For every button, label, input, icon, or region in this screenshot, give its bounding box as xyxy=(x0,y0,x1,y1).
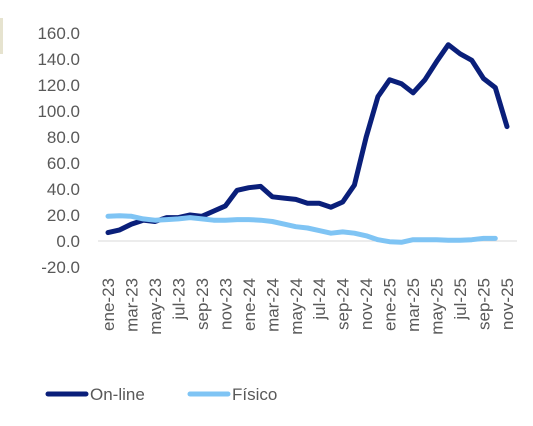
x-tick-label: jul-23 xyxy=(169,278,188,321)
x-tick-label: jul-25 xyxy=(451,278,470,321)
y-tick-label: 60.0 xyxy=(47,154,80,173)
y-tick-label: 120.0 xyxy=(37,76,80,95)
x-tick-label: jul-24 xyxy=(310,278,329,321)
x-tick-label: mar-25 xyxy=(404,278,423,332)
y-tick-label: 80.0 xyxy=(47,128,80,147)
x-tick-label: may-23 xyxy=(146,278,165,335)
x-tick-label: mar-23 xyxy=(122,278,141,332)
x-tick-label: sep-25 xyxy=(475,278,494,330)
x-axis-tick-labels: ene-23 mar-23 may-23 jul-23 sep-23 nov-23 ene-… xyxy=(99,278,517,335)
y-tick-label: 160.0 xyxy=(37,24,80,43)
y-tick-label: 20.0 xyxy=(47,206,80,225)
x-tick-label: sep-23 xyxy=(193,278,212,330)
legend-label: Físico xyxy=(232,385,277,404)
x-tick-label: mar-24 xyxy=(263,278,282,332)
x-tick-label: sep-24 xyxy=(334,278,353,330)
y-axis: 160.0 140.0 120.0 100.0 80.0 60.0 40.0 20.0 0.0 -… xyxy=(37,24,80,277)
x-tick-label: ene-23 xyxy=(99,278,118,331)
x-tick-label: ene-24 xyxy=(240,278,259,331)
chart-corner-mark xyxy=(0,18,3,54)
x-tick-label: nov-25 xyxy=(498,278,517,330)
x-tick-label: nov-23 xyxy=(216,278,235,330)
series-line-online xyxy=(105,42,510,236)
legend: On-line Físico xyxy=(45,385,277,404)
series-lines xyxy=(105,42,510,245)
legend-label: On-line xyxy=(90,385,145,404)
series-line-fisico xyxy=(105,213,498,245)
x-tick-label: may-25 xyxy=(428,278,447,335)
x-tick-label: ene-25 xyxy=(381,278,400,331)
y-tick-label: 0.0 xyxy=(56,232,80,251)
y-tick-label: 100.0 xyxy=(37,102,80,121)
x-tick-label: nov-24 xyxy=(357,278,376,330)
y-tick-label: 140.0 xyxy=(37,50,80,69)
y-tick-label: -20.0 xyxy=(41,258,80,277)
y-tick-label: 40.0 xyxy=(47,180,80,199)
x-tick-label: may-24 xyxy=(287,278,306,335)
